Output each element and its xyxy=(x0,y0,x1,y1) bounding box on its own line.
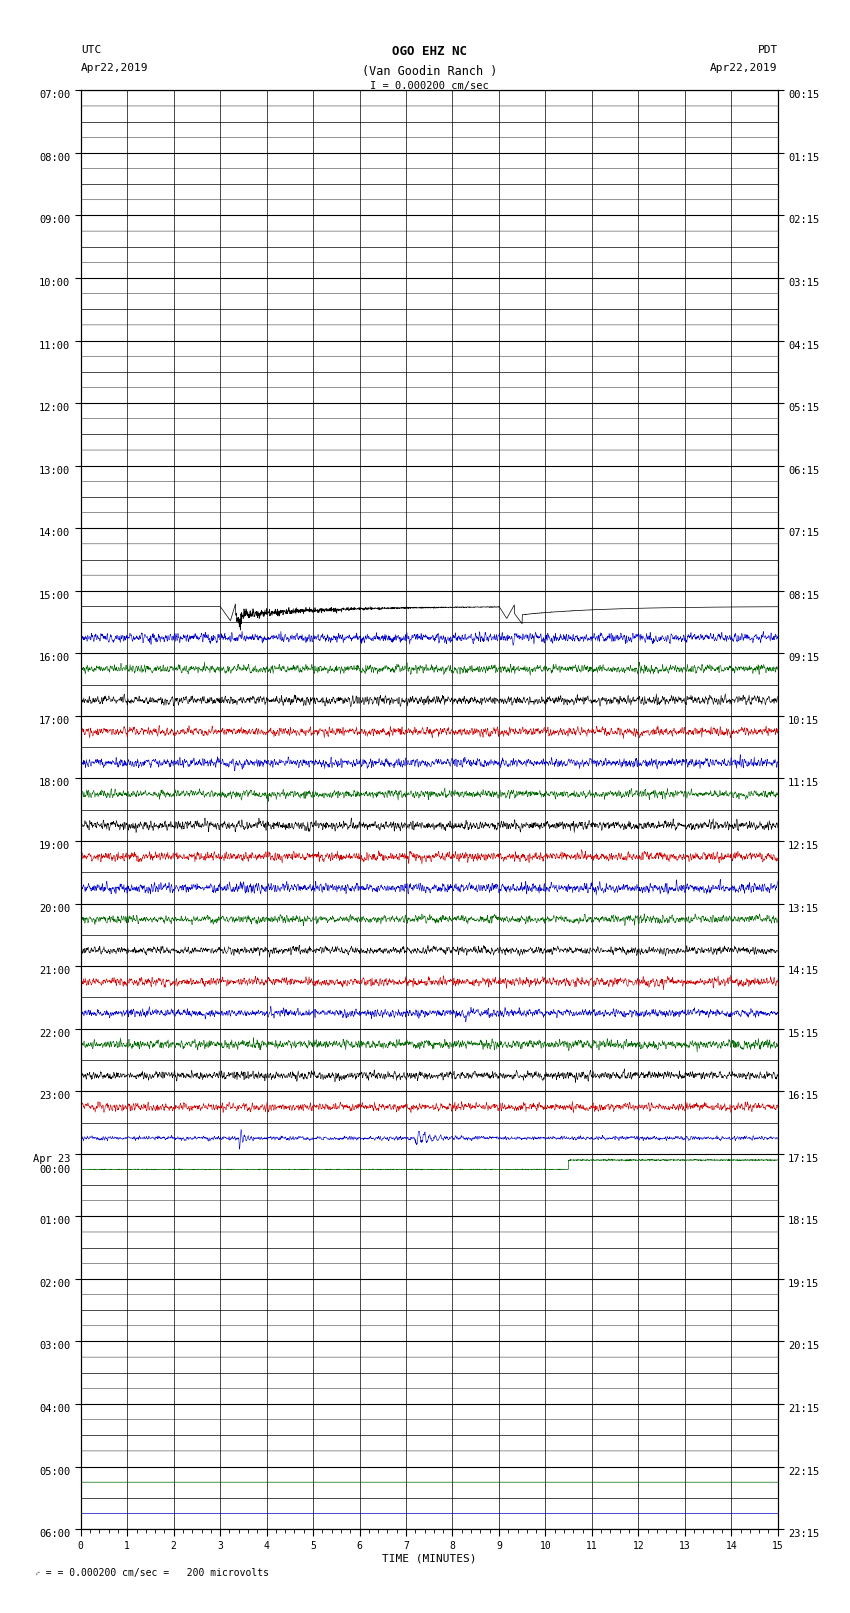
Text: ⌌ = = 0.000200 cm/sec =   200 microvolts: ⌌ = = 0.000200 cm/sec = 200 microvolts xyxy=(34,1568,269,1578)
Text: OGO EHZ NC: OGO EHZ NC xyxy=(392,45,467,58)
Text: PDT: PDT xyxy=(757,45,778,55)
Text: I = 0.000200 cm/sec: I = 0.000200 cm/sec xyxy=(370,81,489,90)
Text: UTC: UTC xyxy=(81,45,101,55)
Text: Apr22,2019: Apr22,2019 xyxy=(711,63,778,73)
Text: (Van Goodin Ranch ): (Van Goodin Ranch ) xyxy=(361,65,497,77)
Text: Apr22,2019: Apr22,2019 xyxy=(81,63,148,73)
X-axis label: TIME (MINUTES): TIME (MINUTES) xyxy=(382,1553,477,1563)
